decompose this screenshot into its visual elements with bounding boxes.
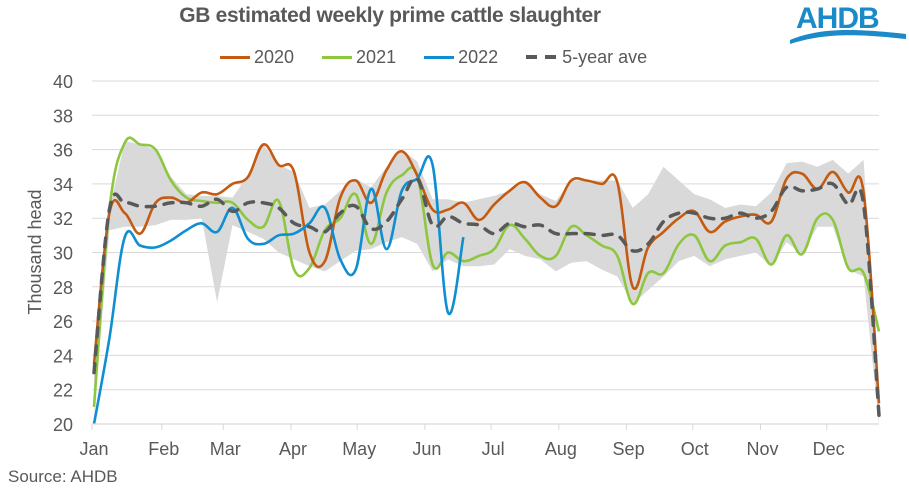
legend-item-5-year-ave: 5-year ave (526, 47, 647, 68)
legend-swatch-5-year-ave (526, 55, 557, 59)
x-tick-label: Jul (482, 439, 505, 459)
legend-label-2022: 2022 (458, 46, 499, 67)
y-tick-label: 30 (53, 244, 73, 264)
series-line-2021 (92, 136, 881, 408)
y-tick-label: 36 (53, 141, 73, 161)
x-tick-label: Aug (545, 439, 577, 459)
x-tick-label: Apr (279, 439, 307, 459)
range-band-layer (94, 141, 879, 424)
ahdb-logo: AHDB (790, 2, 906, 46)
legend-label-2021: 2021 (356, 46, 397, 67)
y-tick-label: 24 (53, 346, 73, 366)
y-tick-label: 38 (53, 106, 73, 126)
legend-label-5-year-ave: 5-year ave (562, 46, 648, 67)
y-axis-title: Thousand head (25, 189, 45, 314)
x-tick-label: May (342, 439, 376, 459)
chart-title: GB estimated weekly prime cattle slaught… (179, 4, 601, 27)
y-tick-label: 34 (53, 175, 73, 195)
y-axis: 20 22 24 26 28 30 32 34 36 38 40 (53, 72, 73, 435)
legend-swatch-2022 (424, 55, 455, 59)
x-tick-label: Jan (79, 439, 108, 459)
legend-swatch-2021 (322, 55, 353, 59)
legend-label-2020: 2020 (254, 46, 295, 67)
x-tick-label: Oct (681, 439, 709, 459)
x-tick-label: Nov (746, 439, 778, 459)
source-note: Source: AHDB (8, 467, 118, 486)
series-line-2020 (92, 143, 881, 404)
legend-item-2021: 2021 (322, 47, 396, 68)
y-tick-label: 28 (53, 278, 73, 298)
logo-text: AHDB (796, 2, 880, 35)
y-tick-label: 26 (53, 312, 73, 332)
x-tick-label: Feb (148, 439, 179, 459)
series-line-5-year-ave (92, 176, 881, 418)
x-tick-label: Jun (412, 439, 441, 459)
legend-item-2022: 2022 (424, 47, 498, 68)
x-tick-label: Mar (210, 439, 241, 459)
y-tick-label: 22 (53, 381, 73, 401)
x-tick-label: Sep (613, 439, 645, 459)
y-tick-label: 20 (53, 415, 73, 435)
series-lines (92, 136, 881, 425)
y-tick-label: 32 (53, 209, 73, 229)
y-tick-label: 40 (53, 72, 73, 92)
x-axis: Jan Feb Mar Apr May Jun Jul Aug Sep Oct Nov Dec (79, 423, 879, 459)
x-tick-label: Dec (813, 439, 845, 459)
legend-swatch-2020 (220, 55, 250, 59)
logo-wave-icon (790, 30, 906, 44)
legend: 2020 2021 2022 5-year ave (220, 46, 675, 68)
five-year-range-band (94, 141, 879, 424)
legend-item-2020: 2020 (220, 47, 294, 68)
